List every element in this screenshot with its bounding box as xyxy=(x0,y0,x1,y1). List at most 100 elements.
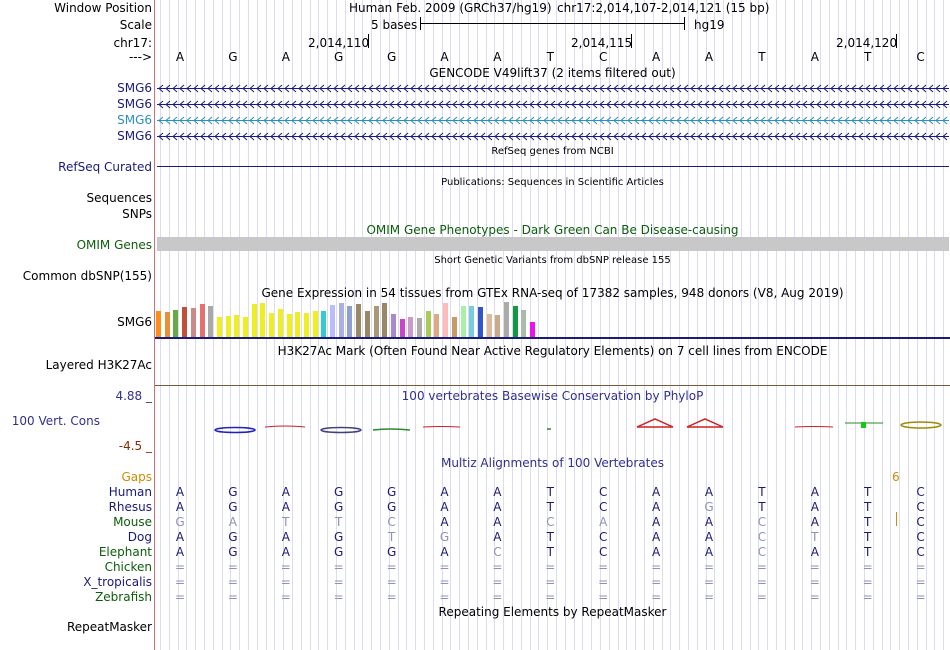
snps-label[interactable]: SNPs xyxy=(122,207,152,221)
alignment-base: C xyxy=(916,530,925,544)
gtex-tissue-bar[interactable] xyxy=(277,309,283,337)
grid-line xyxy=(406,0,408,650)
phylop-mark-5 xyxy=(422,426,461,428)
refseq-label[interactable]: RefSeq Curated xyxy=(58,160,152,174)
phylop-min-label: -4.5 _ xyxy=(118,439,152,453)
sequences-label[interactable]: Sequences xyxy=(86,191,152,205)
grid-line xyxy=(732,0,733,650)
gtex-tissue-bar[interactable] xyxy=(425,311,431,337)
species-label[interactable]: Human xyxy=(108,485,152,499)
gtex-tissue-bar[interactable] xyxy=(460,306,466,337)
gtex-tissue-bar[interactable] xyxy=(216,317,222,337)
gtex-tissue-bar[interactable] xyxy=(208,306,214,337)
alignment-base: = xyxy=(333,590,344,604)
gaps-label[interactable]: Gaps xyxy=(121,470,152,484)
dbsnp-label[interactable]: Common dbSNP(155) xyxy=(22,269,152,283)
refseq-gene-line[interactable] xyxy=(157,166,949,167)
species-label[interactable]: Elephant xyxy=(98,545,152,559)
gtex-tissue-bar[interactable] xyxy=(312,311,318,337)
species-label[interactable]: Zebrafish xyxy=(95,590,152,604)
grid-line xyxy=(890,0,892,650)
phylop-label[interactable]: 100 Vert. Cons xyxy=(11,414,100,428)
species-label[interactable]: Dog xyxy=(127,530,152,544)
base-letter: A xyxy=(440,50,449,64)
gtex-tissue-bar[interactable] xyxy=(260,303,266,337)
window-position-label: Window Position xyxy=(54,1,152,15)
gtex-tissue-bar[interactable] xyxy=(182,307,188,337)
gtex-tissue-bar[interactable] xyxy=(243,317,248,337)
gencode-transcript-line[interactable] xyxy=(157,115,949,126)
gtex-tissue-bar[interactable] xyxy=(156,311,161,337)
species-label[interactable]: Chicken xyxy=(104,560,152,574)
alignment-base: = xyxy=(598,575,609,589)
dbsnp-track-title[interactable]: Short Genetic Variants from dbSNP releas… xyxy=(434,255,671,266)
gtex-tissue-bar[interactable] xyxy=(356,304,362,337)
gtex-tissue-bar[interactable] xyxy=(521,310,527,337)
gtex-tissue-bar[interactable] xyxy=(303,313,309,337)
gtex-label[interactable]: SMG6 xyxy=(117,315,152,329)
gtex-tissue-bar[interactable] xyxy=(347,306,353,337)
gtex-tissue-bar[interactable] xyxy=(173,310,179,337)
phylop-conservation-plot[interactable] xyxy=(155,408,950,448)
multiz-track-title[interactable]: Multiz Alignments of 100 Vertebrates xyxy=(440,456,665,470)
gtex-tissue-bar[interactable] xyxy=(495,315,501,337)
alignment-base: A xyxy=(281,530,290,544)
species-label[interactable]: Mouse xyxy=(113,515,152,529)
gencode-transcript-line[interactable] xyxy=(157,83,949,94)
gencode-transcript-line[interactable] xyxy=(157,99,949,110)
omim-label[interactable]: OMIM Genes xyxy=(76,238,152,252)
gencode-gene-label[interactable]: SMG6 xyxy=(117,97,152,111)
gtex-tissue-bar[interactable] xyxy=(199,304,205,337)
alignment-base: = xyxy=(174,560,186,574)
gtex-tissue-bar[interactable] xyxy=(390,314,396,337)
gtex-tissue-bar[interactable] xyxy=(382,303,388,337)
gtex-tissue-bar[interactable] xyxy=(225,316,231,337)
publications-track-title[interactable]: Publications: Sequences in Scientific Ar… xyxy=(441,177,664,188)
gtex-tissue-bar[interactable] xyxy=(434,314,440,337)
gtex-tissue-bar[interactable] xyxy=(364,311,370,337)
gencode-track-title[interactable]: GENCODE V49lift37 (2 items filtered out) xyxy=(429,66,676,80)
gtex-tissue-bar[interactable] xyxy=(251,304,257,337)
alignment-base: C xyxy=(598,500,608,514)
gtex-tissue-bar[interactable] xyxy=(530,322,536,337)
h3k27ac-track-title[interactable]: H3K27Ac Mark (Often Found Near Active Re… xyxy=(277,344,828,358)
gtex-tissue-bar[interactable] xyxy=(417,318,422,337)
gtex-baseline xyxy=(155,337,950,339)
gtex-tissue-bar[interactable] xyxy=(373,306,379,337)
omim-feature-bar[interactable] xyxy=(157,237,949,251)
phylop-track-title[interactable]: 100 vertebrates Basewise Conservation by… xyxy=(401,389,704,403)
gtex-tissue-bar[interactable] xyxy=(512,306,518,337)
refseq-track-title[interactable]: RefSeq genes from NCBI xyxy=(491,146,614,157)
gencode-gene-label[interactable]: SMG6 xyxy=(117,129,152,143)
gencode-transcript-line[interactable] xyxy=(157,131,949,142)
gtex-tissue-bar[interactable] xyxy=(330,305,335,337)
gencode-gene-label[interactable]: SMG6 xyxy=(117,113,152,127)
gtex-tissue-bar[interactable] xyxy=(269,313,275,337)
species-label[interactable]: X_tropicalis xyxy=(83,575,152,589)
gtex-tissue-bar[interactable] xyxy=(338,303,344,337)
gtex-tissue-bar[interactable] xyxy=(234,315,240,337)
gtex-tissue-bar[interactable] xyxy=(477,307,483,337)
gtex-tissue-bar[interactable] xyxy=(486,314,492,337)
gtex-tissue-bar[interactable] xyxy=(399,319,405,337)
repeatmasker-track-title[interactable]: Repeating Elements by RepeatMasker xyxy=(438,605,667,619)
alignment-base: C xyxy=(387,515,396,529)
gtex-tissue-bar[interactable] xyxy=(295,312,301,337)
gtex-tissue-bar[interactable] xyxy=(443,303,449,337)
scale-bar xyxy=(420,23,684,24)
gtex-tissue-bar[interactable] xyxy=(504,302,509,337)
alignment-base: = xyxy=(862,590,873,604)
repeatmasker-label[interactable]: RepeatMasker xyxy=(66,620,152,634)
omim-track-title[interactable]: OMIM Gene Phenotypes - Dark Green Can Be… xyxy=(366,223,739,237)
gtex-track-title[interactable]: Gene Expression in 54 tissues from GTEx … xyxy=(261,286,844,300)
gtex-tissue-bar[interactable] xyxy=(286,314,292,337)
gencode-gene-label[interactable]: SMG6 xyxy=(117,81,152,95)
gtex-tissue-bar[interactable] xyxy=(469,306,475,337)
gtex-tissue-bar[interactable] xyxy=(451,317,457,337)
gtex-tissue-bar[interactable] xyxy=(164,312,170,337)
species-label[interactable]: Rhesus xyxy=(108,500,152,514)
gtex-tissue-bar[interactable] xyxy=(321,311,327,337)
h3k27ac-label[interactable]: Layered H3K27Ac xyxy=(45,358,152,372)
gtex-tissue-bar[interactable] xyxy=(408,317,414,337)
gtex-tissue-bar[interactable] xyxy=(190,308,196,337)
